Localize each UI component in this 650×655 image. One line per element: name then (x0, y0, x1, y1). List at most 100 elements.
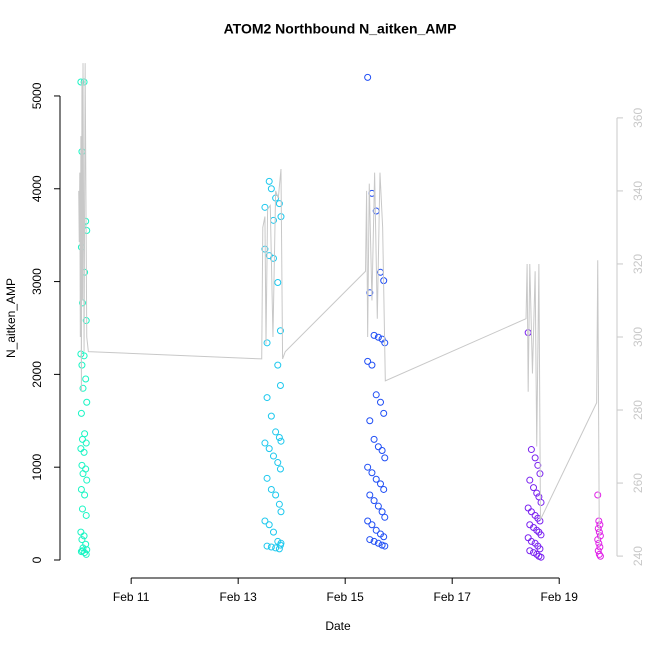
y-tick-label: 2000 (30, 361, 44, 388)
y-tick-label: 0 (30, 556, 44, 563)
point (364, 357, 372, 365)
point (533, 526, 541, 534)
point (378, 508, 386, 516)
point (267, 543, 275, 551)
point (267, 485, 275, 493)
point (263, 339, 271, 347)
point (596, 521, 604, 529)
line (78, 63, 600, 546)
point (364, 463, 372, 471)
point (377, 480, 385, 488)
point (261, 439, 269, 447)
point (527, 446, 535, 454)
point (77, 409, 85, 417)
point (380, 485, 388, 493)
point (364, 73, 372, 81)
point (267, 185, 275, 193)
point (378, 446, 386, 454)
point (81, 549, 89, 557)
point (370, 537, 378, 545)
point (537, 498, 545, 506)
y2-tick-label: 360 (631, 108, 645, 128)
point (526, 547, 534, 555)
point (536, 545, 544, 553)
point (370, 497, 378, 505)
point (79, 544, 87, 552)
point (80, 448, 88, 456)
x-tick-label: Feb 13 (219, 590, 257, 604)
point (275, 200, 283, 208)
point (263, 474, 271, 482)
point (78, 547, 86, 555)
point (370, 435, 378, 443)
point (83, 476, 91, 484)
y2-tick-label: 300 (631, 327, 645, 347)
point (78, 461, 86, 469)
point (277, 437, 285, 445)
point (527, 508, 535, 516)
point (265, 521, 273, 529)
point (374, 443, 382, 451)
point (374, 539, 382, 547)
point (277, 539, 285, 547)
point (272, 491, 280, 499)
point (372, 391, 380, 399)
point (78, 536, 86, 544)
point (381, 542, 389, 550)
y2-tick-label: 280 (631, 400, 645, 420)
point (265, 445, 273, 453)
point (595, 539, 603, 547)
point (82, 375, 90, 383)
point (274, 279, 282, 287)
point (269, 452, 277, 460)
point (596, 552, 604, 560)
point (596, 543, 604, 551)
point (77, 485, 85, 493)
point (537, 531, 545, 539)
point (269, 254, 277, 262)
point (263, 542, 271, 550)
point (531, 454, 539, 462)
point (272, 544, 280, 552)
point (366, 417, 374, 425)
point (380, 409, 388, 417)
point (265, 177, 273, 185)
point (381, 454, 389, 462)
point (366, 289, 374, 297)
point (272, 428, 280, 436)
point (372, 526, 380, 534)
point (594, 491, 602, 499)
point (368, 469, 376, 477)
x-tick-label: Feb 11 (113, 590, 150, 604)
point (526, 476, 534, 484)
point (276, 327, 284, 335)
point (267, 412, 275, 420)
x-tick-label: Feb 17 (434, 590, 472, 604)
y2-tick-label: 260 (631, 473, 645, 493)
point (82, 550, 90, 558)
point (77, 78, 85, 86)
y-axis-label: N_aitken_AMP (4, 278, 18, 358)
point (83, 398, 91, 406)
y-tick-label: 1000 (30, 454, 44, 481)
x-tick-label: Feb 19 (541, 590, 579, 604)
point (374, 333, 382, 341)
point (377, 398, 385, 406)
point (81, 491, 89, 499)
point (374, 502, 382, 510)
y-tick-label: 3000 (30, 268, 44, 295)
point (366, 491, 374, 499)
point (263, 394, 271, 402)
point (275, 500, 283, 508)
y2-tick-label: 340 (631, 181, 645, 201)
point (275, 433, 283, 441)
point (534, 461, 542, 469)
point (368, 521, 376, 529)
y-tick-label: 5000 (30, 82, 44, 109)
point (275, 545, 283, 553)
point (524, 504, 532, 512)
x-axis-label: Date (325, 619, 351, 633)
point (527, 537, 535, 545)
point (537, 553, 545, 561)
point (77, 445, 85, 453)
